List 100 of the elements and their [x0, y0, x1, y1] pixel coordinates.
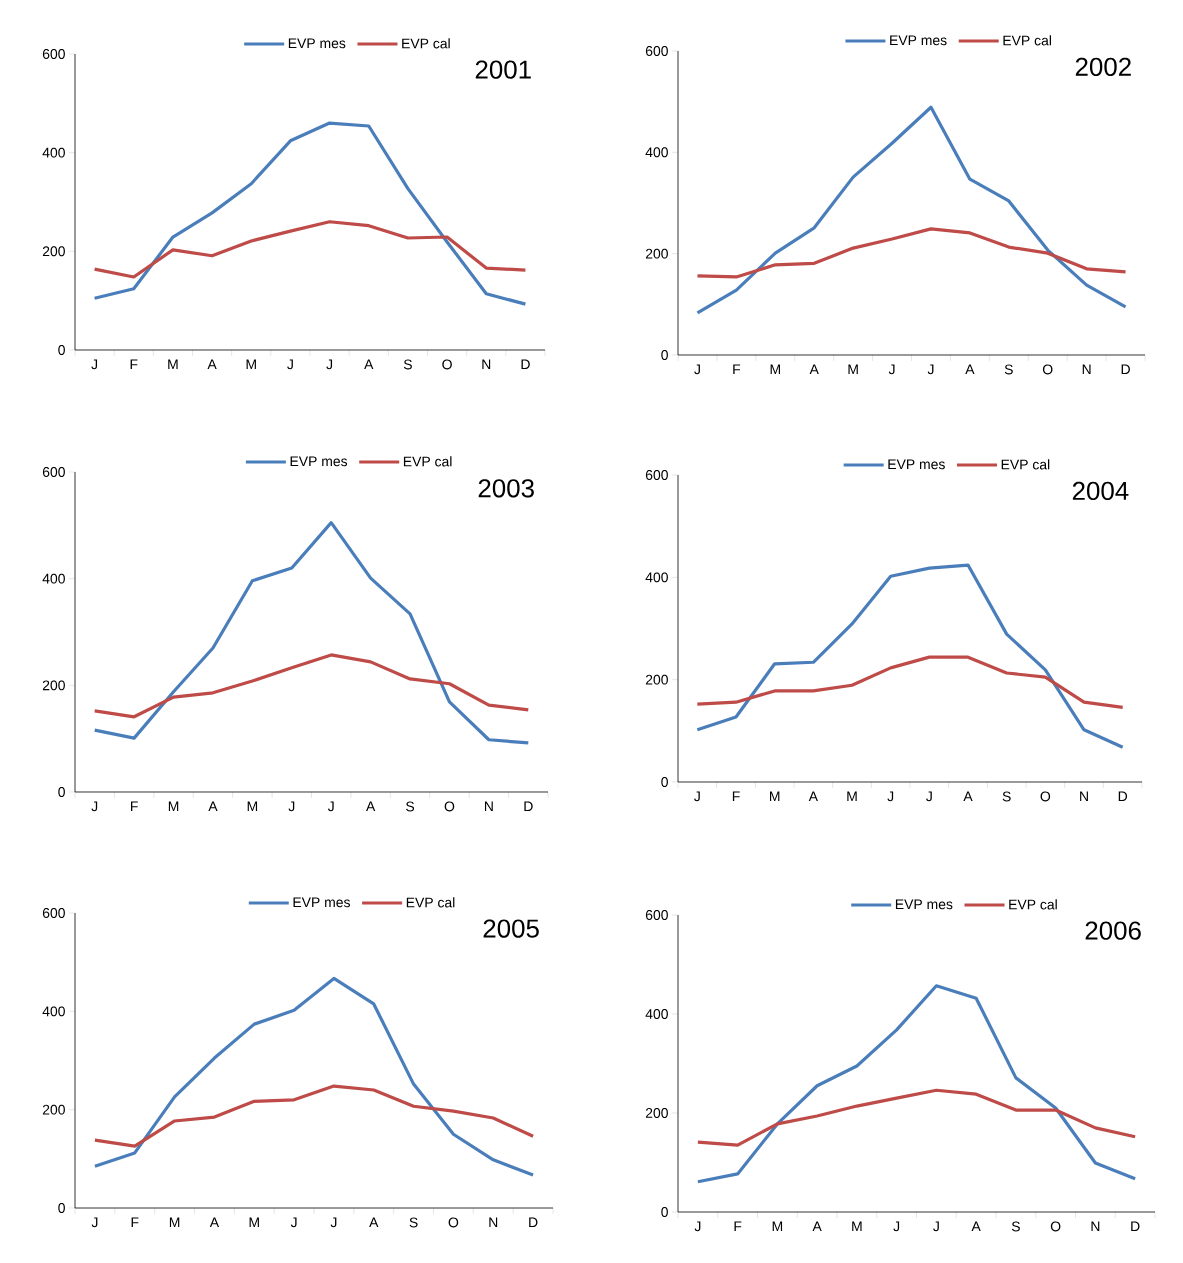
y-tick-label: 0: [58, 1203, 65, 1213]
x-tick-label: M: [246, 359, 256, 370]
legend-label: EVP mes: [293, 897, 350, 908]
x-tick-label: S: [406, 801, 415, 812]
y-tick-label: 200: [42, 1104, 65, 1115]
y-tick-label: 600: [42, 467, 65, 477]
line-series: [695, 227, 1128, 279]
x-tick-label: M: [169, 1217, 180, 1228]
x-tick-label: S: [409, 1217, 418, 1228]
x-tick-label: S: [1004, 364, 1013, 375]
x-tick-label: D: [524, 801, 533, 812]
x-tick-label: J: [927, 364, 934, 375]
x-tick-label: O: [1042, 364, 1053, 375]
y-tick-label: 600: [645, 46, 668, 56]
x-tick-label: A: [809, 364, 819, 375]
x-tick-label: J: [91, 1217, 98, 1228]
legend-label: EVP mes: [888, 459, 945, 470]
x-tick-label: D: [1118, 791, 1128, 802]
x-tick-label: S: [1002, 791, 1011, 802]
x-tick-label: J: [694, 1221, 701, 1232]
y-tick-label: 600: [645, 910, 668, 920]
x-tick-label: M: [770, 364, 780, 375]
x-tick-label: A: [369, 1217, 379, 1228]
x-tick-label: A: [208, 801, 218, 812]
legend-label: EVP cal: [403, 456, 452, 467]
x-tick-label: A: [366, 801, 376, 812]
x-tick-label: N: [484, 801, 493, 812]
y-tick-label: 0: [661, 777, 668, 787]
y-tick-label: 0: [661, 350, 668, 360]
y-tick-label: 0: [58, 345, 65, 355]
x-tick-label: J: [327, 801, 334, 812]
x-tick-label: M: [168, 359, 178, 370]
y-tick-label: 200: [645, 1108, 668, 1118]
x-tick-label: M: [770, 791, 780, 802]
line-series: [696, 1088, 1137, 1147]
chart-title: 2002: [1075, 57, 1131, 76]
x-tick-label: N: [482, 359, 491, 370]
legend-label: EVP mes: [288, 38, 346, 49]
chart-title: 2003: [478, 479, 534, 498]
x-tick-label: F: [734, 1221, 742, 1232]
legend-label: EVP cal: [402, 38, 450, 49]
x-tick-label: M: [847, 791, 857, 802]
y-tick-label: 200: [645, 248, 668, 259]
y-tick-label: 600: [42, 49, 65, 59]
y-tick-label: 200: [42, 680, 65, 691]
chart-title: 2001: [475, 60, 531, 79]
x-tick-label: M: [772, 1221, 783, 1232]
y-tick-label: 600: [645, 470, 668, 480]
y-tick-label: 200: [42, 246, 65, 257]
x-tick-label: S: [403, 359, 412, 370]
x-tick-label: J: [893, 1221, 900, 1232]
line-series: [93, 653, 530, 719]
x-tick-label: N: [1091, 1221, 1100, 1232]
x-tick-label: J: [288, 801, 295, 812]
x-tick-label: N: [1082, 364, 1091, 375]
x-tick-label: J: [933, 1221, 939, 1232]
x-tick-label: O: [442, 359, 452, 370]
x-tick-label: M: [249, 1217, 259, 1228]
x-tick-label: F: [131, 801, 138, 812]
line-series: [695, 105, 1128, 315]
line-series: [695, 563, 1125, 749]
x-tick-label: F: [733, 364, 741, 375]
legend-label: EVP cal: [1009, 899, 1057, 910]
x-tick-label: N: [1080, 791, 1088, 802]
x-tick-label: M: [848, 364, 858, 375]
line-series: [696, 984, 1137, 1184]
y-tick-label: 600: [42, 908, 65, 918]
y-tick-label: 400: [42, 573, 65, 584]
x-tick-label: O: [1040, 791, 1051, 802]
chart-title: 2006: [1085, 921, 1141, 940]
x-tick-label: A: [364, 359, 374, 370]
x-tick-label: J: [287, 359, 293, 370]
x-tick-label: J: [888, 364, 895, 375]
x-tick-label: S: [1011, 1221, 1020, 1232]
x-tick-label: J: [91, 801, 98, 812]
x-tick-label: A: [207, 359, 217, 370]
x-tick-label: A: [808, 791, 818, 802]
chart-title: 2005: [483, 919, 539, 938]
x-tick-label: D: [1121, 364, 1130, 375]
x-tick-label: F: [130, 359, 138, 370]
x-tick-label: A: [963, 791, 973, 802]
x-tick-label: A: [812, 1221, 822, 1232]
y-tick-label: 400: [645, 572, 668, 583]
x-tick-label: J: [694, 364, 700, 375]
line-series: [92, 220, 528, 279]
x-tick-label: A: [971, 1221, 981, 1232]
y-tick-label: 400: [42, 1006, 65, 1017]
x-tick-label: J: [926, 791, 932, 802]
x-tick-label: M: [247, 801, 258, 812]
line-series: [93, 521, 530, 745]
x-tick-label: A: [965, 364, 975, 375]
y-tick-label: 400: [645, 1009, 668, 1019]
line-series: [93, 976, 535, 1177]
x-tick-label: A: [209, 1217, 220, 1228]
x-tick-label: M: [852, 1221, 862, 1232]
legend-label: EVP mes: [290, 456, 348, 467]
x-tick-label: D: [521, 359, 530, 370]
x-tick-label: D: [529, 1217, 538, 1228]
x-tick-label: F: [131, 1217, 139, 1228]
legend-label: EVP cal: [1001, 459, 1050, 470]
